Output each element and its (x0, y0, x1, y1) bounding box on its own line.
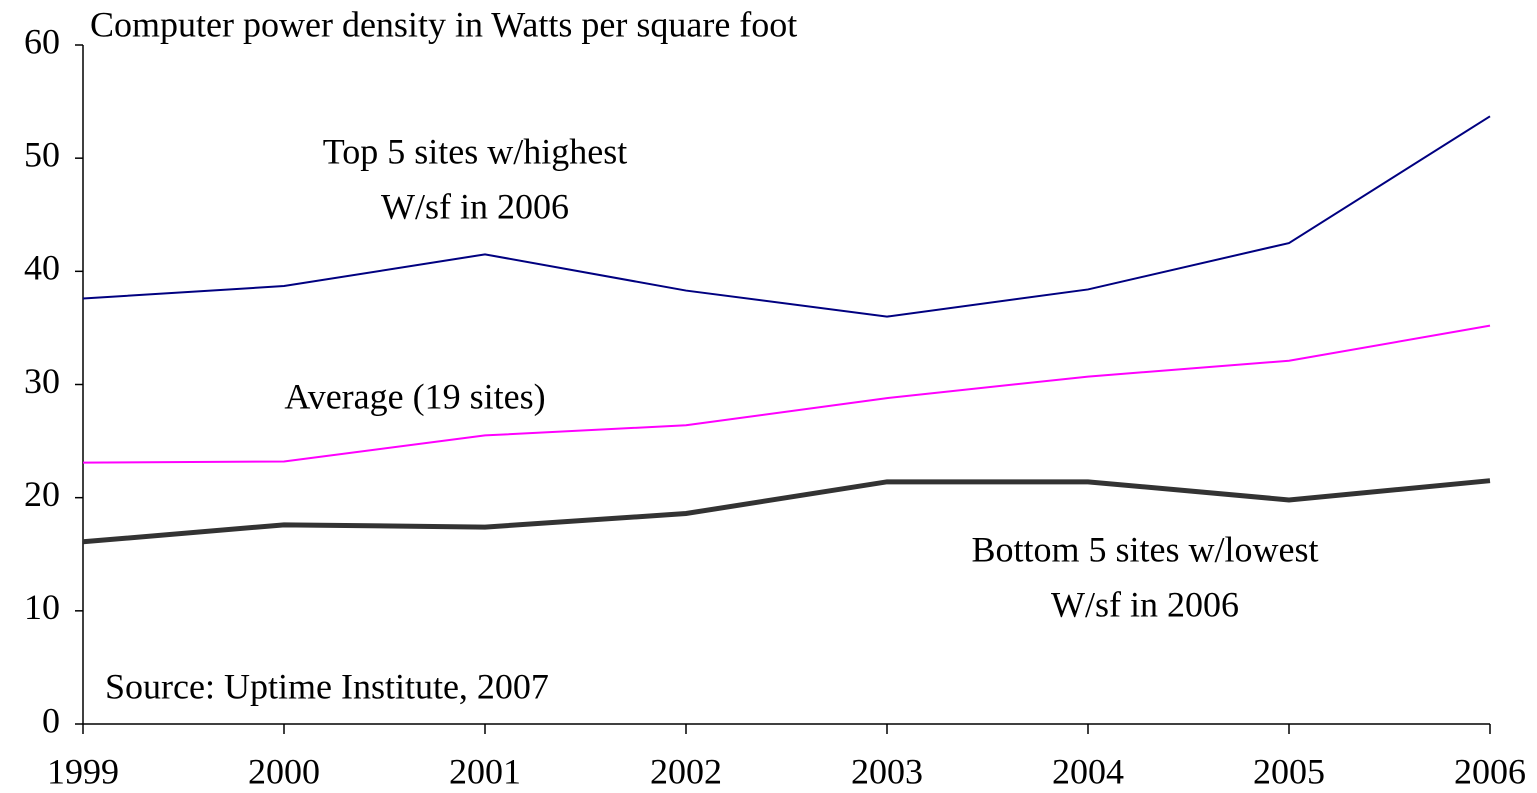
y-tick-label: 40 (24, 248, 60, 288)
source-note: Source: Uptime Institute, 2007 (105, 666, 549, 706)
x-tick-label: 2006 (1454, 751, 1526, 791)
y-tick-label: 30 (24, 361, 60, 401)
y-tick-label: 60 (24, 21, 60, 61)
x-tick-label: 1999 (47, 751, 119, 791)
y-tick-label: 20 (24, 474, 60, 514)
x-tick-label: 2002 (650, 751, 722, 791)
series-label: W/sf in 2006 (381, 186, 569, 226)
series-label: Average (19 sites) (284, 376, 545, 416)
series-line (82, 324, 1491, 464)
x-tick-label: 2003 (851, 751, 923, 791)
x-tick-label: 2004 (1052, 751, 1124, 791)
x-tick-label: 2001 (449, 751, 521, 791)
y-tick-label: 10 (24, 587, 60, 627)
y-tick-label: 0 (42, 700, 60, 740)
series-line (82, 478, 1491, 545)
series-label: W/sf in 2006 (1051, 584, 1239, 624)
chart-title: Computer power density in Watts per squa… (90, 4, 797, 44)
x-tick-label: 2000 (248, 751, 320, 791)
series-line (82, 115, 1491, 318)
series-label: Bottom 5 sites w/lowest (971, 529, 1318, 569)
series-label: Top 5 sites w/highest (323, 131, 627, 171)
y-tick-label: 50 (24, 134, 60, 174)
x-tick-label: 2005 (1253, 751, 1325, 791)
